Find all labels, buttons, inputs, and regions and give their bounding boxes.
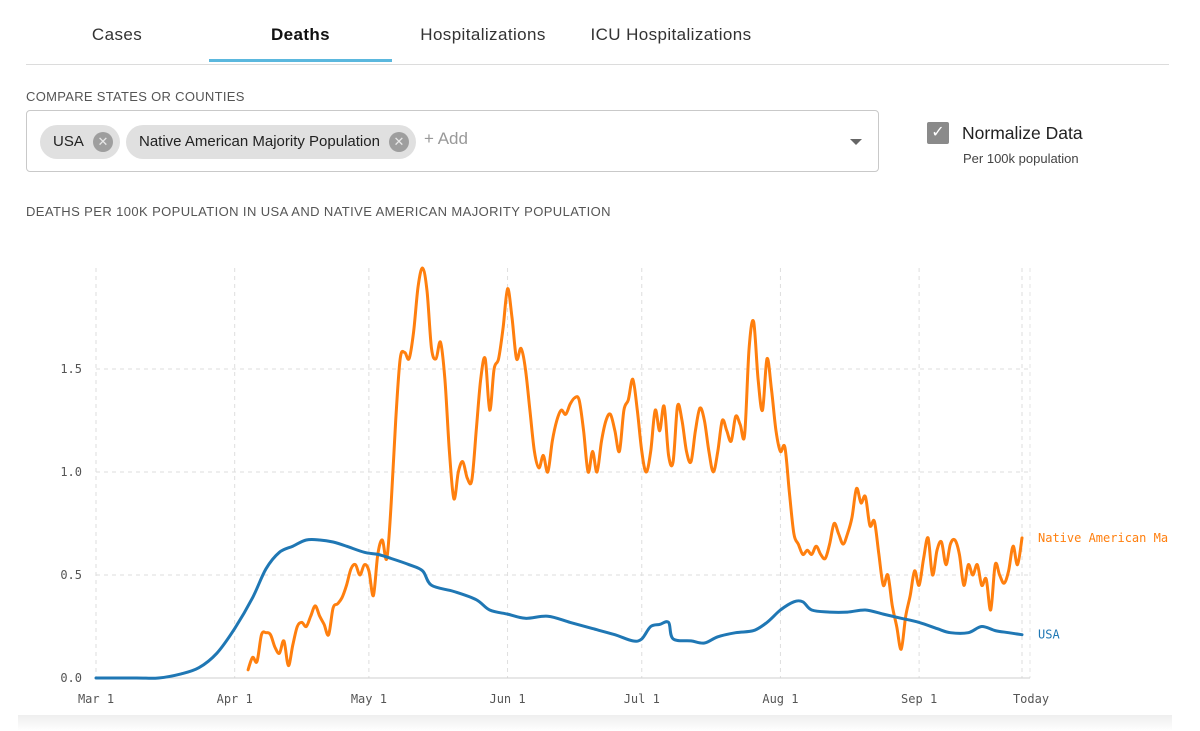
y-tick-label: 0.5: [60, 568, 82, 582]
add-region-input[interactable]: [424, 129, 784, 149]
x-tick-label: Apr 1: [217, 692, 253, 706]
x-tick-label: May 1: [351, 692, 387, 706]
tab-icu-hospitalizations[interactable]: ICU Hospitalizations: [590, 25, 752, 44]
x-tick-label: Jun 1: [489, 692, 525, 706]
chart-end-labels: Native American Ma USA: [1038, 531, 1168, 642]
chip-remove-icon[interactable]: ✕: [389, 132, 409, 152]
chart-axes: 0.0 0.5 1.0 1.5 Mar 1 Apr 1 May 1 Jun 1 Jul 1 Aug…: [60, 362, 1049, 706]
chip-native-american: Native American Majority Population ✕: [126, 125, 416, 159]
chart-title: DEATHS PER 100K POPULATION IN USA AND NA…: [26, 204, 611, 219]
chip-label: USA: [53, 133, 84, 150]
chevron-down-icon[interactable]: [850, 139, 862, 145]
y-tick-label: 0.0: [60, 671, 82, 685]
chip-label: Native American Majority Population: [139, 133, 380, 150]
tab-deaths[interactable]: Deaths: [209, 0, 392, 62]
y-tick-label: 1.0: [60, 465, 82, 479]
usa-end-label: USA: [1038, 628, 1060, 642]
x-tick-label: Aug 1: [762, 692, 798, 706]
chip-remove-icon[interactable]: ✕: [93, 132, 113, 152]
native-american-series-line: [246, 266, 1024, 672]
normalize-label: Normalize Data: [962, 123, 1083, 143]
chart-grid: [95, 268, 1031, 678]
compare-label: COMPARE STATES OR COUNTIES: [26, 89, 245, 104]
chart-lines: [94, 266, 1024, 680]
chip-usa: USA ✕: [40, 125, 120, 159]
usa-series-line: [94, 537, 1024, 680]
x-tick-label: Sep 1: [901, 692, 937, 706]
x-tick-label: Today: [1013, 692, 1049, 706]
deaths-line-chart: 0.0 0.5 1.0 1.5 Mar 1 Apr 1 May 1 Jun 1 Jul 1 Aug…: [60, 266, 1168, 706]
normalize-sublabel: Per 100k population: [963, 151, 1079, 166]
tab-hospitalizations[interactable]: Hospitalizations: [420, 25, 546, 44]
tab-cases[interactable]: Cases: [91, 25, 143, 44]
y-tick-label: 1.5: [60, 362, 82, 376]
normalize-checkbox[interactable]: ✓: [927, 122, 949, 144]
native-american-end-label: Native American Ma: [1038, 531, 1168, 545]
tab-bar: Cases Deaths Hospitalizations ICU Hospit…: [26, 0, 1169, 65]
x-tick-label: Mar 1: [78, 692, 114, 706]
chart-bottom-edge: [18, 715, 1172, 731]
region-selector[interactable]: USA ✕ Native American Majority Populatio…: [26, 110, 879, 172]
x-tick-label: Jul 1: [624, 692, 660, 706]
